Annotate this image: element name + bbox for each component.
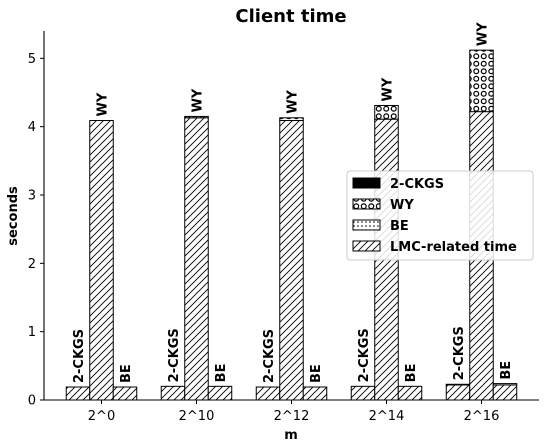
legend-frame xyxy=(346,170,534,261)
bar-wy xyxy=(279,117,304,122)
legend-label: LMC-related time xyxy=(390,240,517,255)
legend-label: 2-CKGS xyxy=(390,177,444,192)
legend-swatch xyxy=(352,177,381,189)
x-tick-label: 2^12 xyxy=(274,409,310,424)
y-tick-label: 3 xyxy=(28,189,36,204)
bar-label: BE xyxy=(214,364,229,383)
bar-wy xyxy=(469,49,494,113)
bar-label: BE xyxy=(309,364,324,383)
x-tick-label: 2^16 xyxy=(464,409,500,424)
bar-label: 2-CKGS xyxy=(167,328,182,382)
y-axis-label: seconds xyxy=(6,186,21,246)
legend-label: WY xyxy=(390,198,414,213)
y-tick-label: 0 xyxy=(28,394,36,409)
bar-label: 2-CKGS xyxy=(72,329,87,383)
bar-wy xyxy=(374,104,399,120)
legend: 2-CKGS WY BE LMC-related time xyxy=(346,170,534,261)
bar-label: 2-CKGS xyxy=(357,328,372,382)
bar-lmc-be xyxy=(112,386,138,401)
bar-lmc-2-ckgs xyxy=(445,384,471,401)
bar-label: BE xyxy=(404,364,419,383)
bar-label: WY xyxy=(191,88,206,112)
bar-label: 2-CKGS xyxy=(262,329,277,383)
y-tick-label: 5 xyxy=(28,52,36,67)
bar-lmc-be xyxy=(302,386,328,401)
legend-swatch xyxy=(352,240,381,252)
bar-label: WY xyxy=(286,89,301,113)
x-tick-label: 2^0 xyxy=(88,409,115,424)
bar-lmc-be xyxy=(397,385,423,401)
bar-lmc-wy xyxy=(89,120,114,401)
x-tick-label: 2^14 xyxy=(369,409,405,424)
legend-swatch xyxy=(352,198,381,210)
x-axis-label: m xyxy=(284,428,298,441)
bar-lmc-2-ckgs xyxy=(350,385,376,401)
legend-swatch xyxy=(352,219,381,231)
bar-label: BE xyxy=(119,364,134,383)
bar-lmc-2-ckgs xyxy=(160,385,186,401)
bar-2-ckgs xyxy=(445,383,471,386)
bar-label: BE xyxy=(499,361,514,380)
bar-label: WY xyxy=(381,77,396,101)
bar-wy xyxy=(184,115,209,119)
x-tick-label: 2^10 xyxy=(179,409,215,424)
y-tick-label: 4 xyxy=(28,120,36,135)
chart-title: Client time xyxy=(235,6,346,27)
bar-lmc-2-ckgs xyxy=(255,386,281,401)
bar-lmc-wy xyxy=(184,117,209,401)
bar-lmc-be xyxy=(207,385,233,401)
bar-label: WY xyxy=(96,92,111,116)
bar-lmc-wy xyxy=(279,120,304,401)
bar-lmc-be xyxy=(492,384,518,401)
bar-be xyxy=(492,383,518,386)
bar-lmc-2-ckgs xyxy=(65,386,91,401)
y-tick-label: 1 xyxy=(28,325,36,340)
bar-label: 2-CKGS xyxy=(452,326,467,380)
y-tick-label: 2 xyxy=(28,257,36,272)
bar-label: WY xyxy=(476,22,491,46)
legend-label: BE xyxy=(390,219,409,234)
